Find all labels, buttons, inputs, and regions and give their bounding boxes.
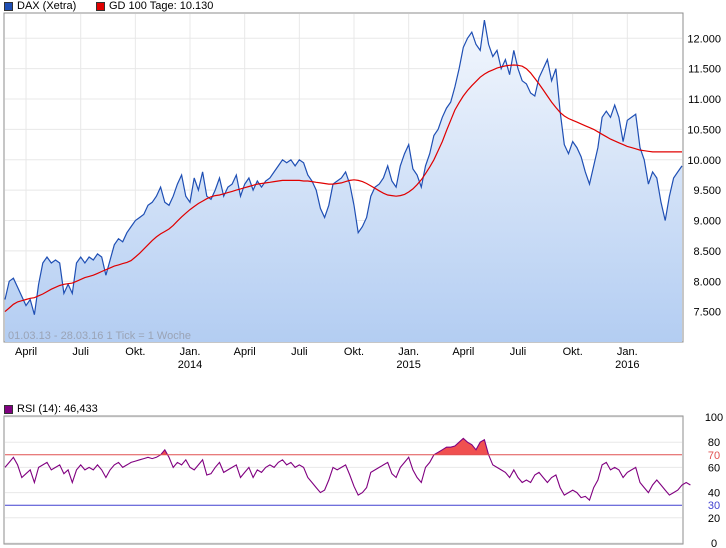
y-tick-label: 10.500 [687, 124, 721, 136]
rsi-legend-item: RSI (14): 46,433 [4, 403, 98, 415]
y-tick-label: 11.000 [688, 94, 721, 106]
rsi-color-swatch [4, 404, 13, 414]
dax-series-line [4, 19, 683, 315]
main-legend-item-dax: DAX (Xetra) [4, 0, 76, 12]
ma100-color-swatch [96, 1, 105, 11]
x-tick-label: Okt. [125, 346, 145, 358]
rsi-y-tick-label: 70 [708, 450, 720, 462]
x-tick-label: April [15, 346, 37, 358]
y-tick-label: 8.000 [693, 276, 721, 288]
rsi-y-tick-label: 20 [708, 513, 720, 525]
y-tick-label: 8.500 [693, 246, 721, 258]
y-tick-label: 7.500 [693, 307, 721, 319]
rsi-y-tick-label: 40 [708, 488, 720, 500]
x-tick-label: Jan. [617, 346, 638, 358]
rsi-y-tick-label: 80 [708, 437, 720, 449]
x-tick-label: Juli [510, 346, 527, 358]
x-tick-label: Jan. [398, 346, 419, 358]
ma100-series-line [4, 64, 682, 313]
rsi-y-tick-label: 60 [708, 462, 720, 474]
x-tick-label: Okt. [563, 346, 583, 358]
rsi-y-tick-label: 100 [705, 412, 723, 424]
rsi-legend-label: RSI (14): 46,433 [17, 403, 98, 415]
x-tick-label: Jan. [180, 346, 201, 358]
rsi-plot-frame [3, 415, 684, 545]
y-tick-label: 12.000 [687, 33, 721, 45]
dax-area-fill [5, 20, 682, 342]
rsi-series-line [4, 437, 691, 502]
y-tick-label: 9.000 [693, 216, 721, 228]
y-tick-label: 10.000 [687, 155, 721, 167]
x-tick-label: April [234, 346, 256, 358]
x-year-label: 2016 [615, 359, 639, 371]
rsi-y-tick-label: 0 [711, 538, 717, 548]
ma100-legend-label: GD 100 Tage: 10.130 [109, 0, 214, 12]
rsi-y-tick-label: 30 [708, 500, 720, 512]
dax-legend-label: DAX (Xetra) [17, 0, 77, 12]
dax-color-swatch [4, 1, 13, 11]
y-tick-label: 11.500 [688, 64, 721, 76]
dax-price-chart: 01.03.13 - 28.03.16 1 Tick = 1 Woche 7.5… [3, 12, 721, 371]
rsi-overbought-area [433, 438, 489, 455]
x-tick-label: Juli [291, 346, 308, 358]
x-year-label: 2014 [178, 359, 202, 371]
x-year-label: 2015 [396, 359, 420, 371]
x-tick-label: April [452, 346, 474, 358]
x-tick-label: Juli [72, 346, 89, 358]
x-tick-label: Okt. [344, 346, 364, 358]
main-legend-item-ma100: GD 100 Tage: 10.130 [96, 0, 213, 12]
date-range-info: 01.03.13 - 28.03.16 1 Tick = 1 Woche [8, 330, 191, 342]
y-tick-label: 9.500 [693, 185, 721, 197]
